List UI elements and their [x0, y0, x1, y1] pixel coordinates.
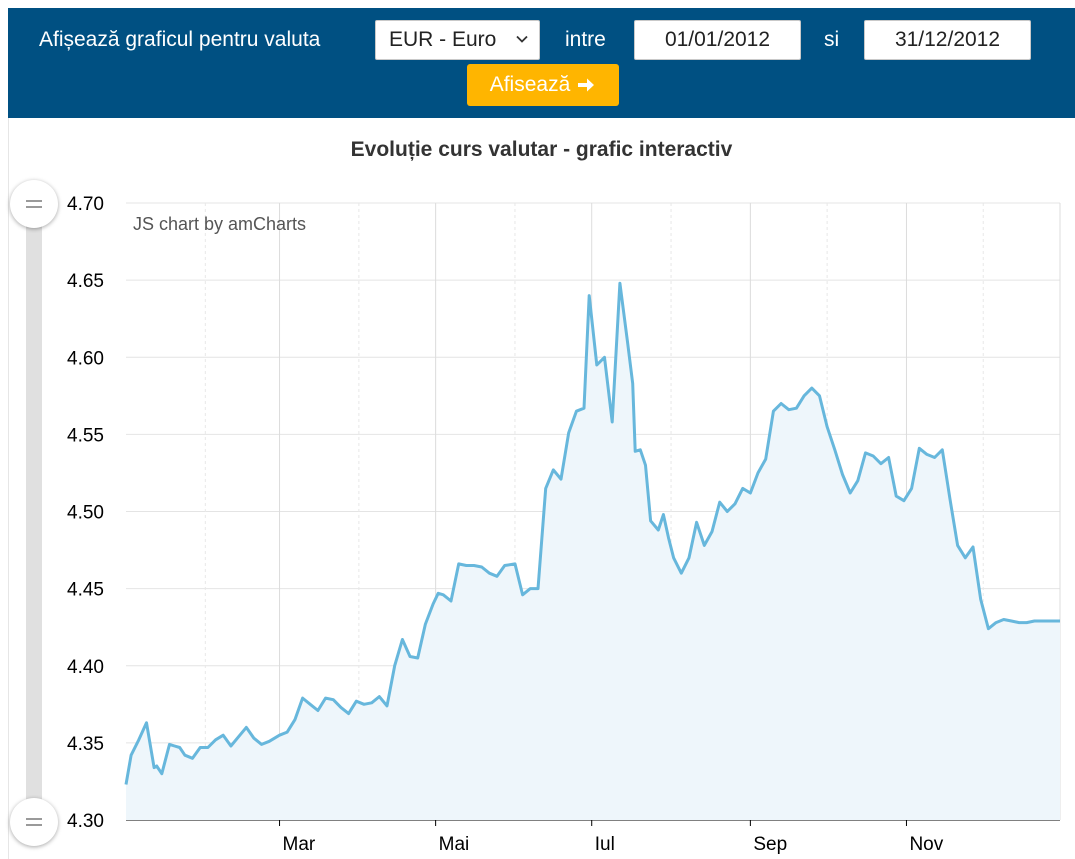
- y-tick-label: 4.70: [67, 194, 104, 215]
- and-label: si: [824, 28, 840, 51]
- y-tick-label: 4.60: [67, 348, 104, 369]
- series-line[interactable]: [124, 281, 1060, 785]
- vertical-scrollbar[interactable]: [26, 205, 42, 820]
- filter-label: Afișează graficul pentru valuta: [39, 28, 321, 51]
- y-axis: 4.70 4.65 4.60 4.55 4.50 4.45 4.40 4.35 4.30: [67, 194, 104, 832]
- end-date-input[interactable]: [864, 20, 1031, 60]
- chart-title: Evoluție curs valutar - grafic interacti…: [350, 138, 733, 161]
- start-date-input[interactable]: [634, 20, 801, 60]
- x-tick-label: Mai: [439, 834, 470, 855]
- arrow-right-icon: [578, 78, 595, 92]
- chevron-down-icon: [516, 35, 528, 43]
- y-tick-label: 4.55: [67, 425, 104, 446]
- show-chart-button-label: Afisează: [489, 73, 571, 96]
- scrollbar-bottom-grip[interactable]: [10, 798, 58, 846]
- chart-credit-link[interactable]: JS chart by amCharts: [133, 214, 306, 234]
- x-tick-label: Iul: [595, 834, 615, 855]
- y-tick-label: 4.45: [67, 580, 104, 601]
- show-chart-button[interactable]: Afisează: [467, 64, 619, 106]
- currency-select[interactable]: EUR - Euro: [375, 20, 540, 60]
- y-tick-label: 4.35: [67, 734, 104, 755]
- x-tick-label: Nov: [909, 834, 943, 855]
- y-tick-label: 4.50: [67, 503, 104, 524]
- x-axis: Mar Mai Iul Sep Nov: [279, 820, 944, 855]
- currency-select-value: EUR - Euro: [389, 28, 497, 51]
- y-tick-label: 4.40: [67, 657, 104, 678]
- y-tick-label: 4.65: [67, 271, 104, 292]
- y-tick-label: 4.30: [67, 811, 104, 832]
- between-label: intre: [565, 28, 606, 51]
- x-tick-label: Mar: [283, 834, 316, 855]
- x-tick-label: Sep: [753, 834, 787, 855]
- scrollbar-top-grip[interactable]: [10, 180, 58, 228]
- series-area-fill: [126, 283, 1060, 820]
